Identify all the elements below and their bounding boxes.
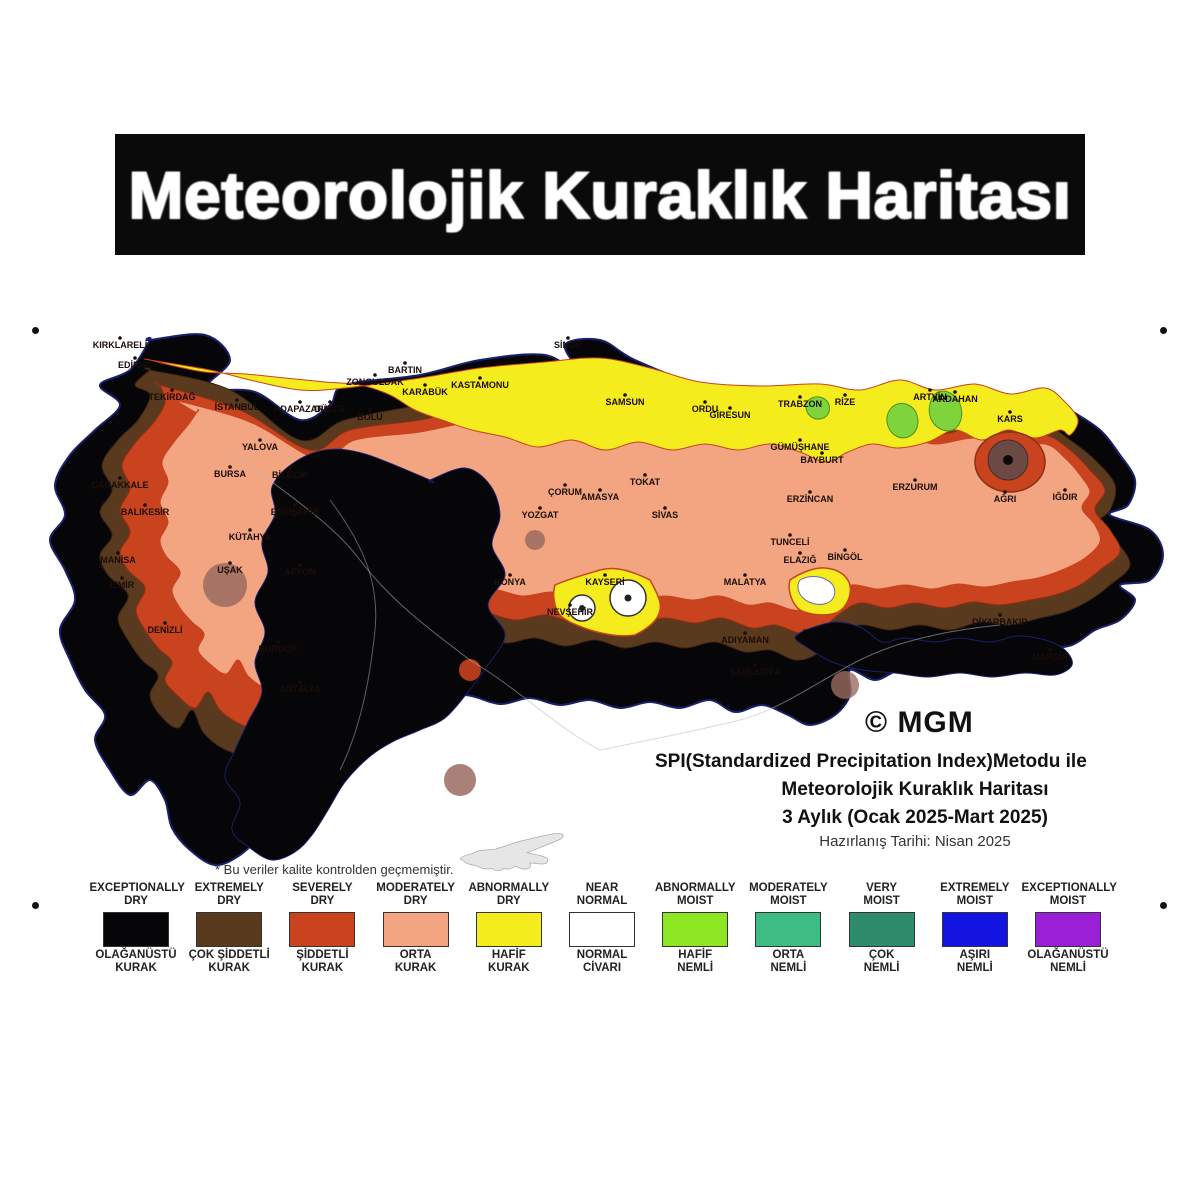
svg-text:BOLU: BOLU	[357, 412, 383, 422]
svg-text:ERZİNCAN: ERZİNCAN	[787, 494, 834, 504]
svg-text:ERZURUM: ERZURUM	[893, 482, 938, 492]
svg-text:ELAZIĞ: ELAZIĞ	[784, 554, 817, 565]
svg-text:SAMSUN: SAMSUN	[605, 397, 644, 407]
svg-text:NEVŞEHİR: NEVŞEHİR	[547, 607, 594, 617]
svg-text:ÇANAKKALE: ÇANAKKALE	[92, 480, 149, 490]
svg-text:ANTALYA: ANTALYA	[280, 684, 321, 694]
svg-text:AFYON: AFYON	[284, 567, 316, 577]
svg-text:IĞDIR: IĞDIR	[1052, 491, 1078, 502]
svg-text:TRABZON: TRABZON	[778, 399, 822, 409]
svg-text:ZONGULDAK: ZONGULDAK	[346, 377, 404, 387]
svg-text:YOZGAT: YOZGAT	[522, 510, 559, 520]
svg-text:UŞAK: UŞAK	[217, 565, 243, 575]
svg-text:BAYBURT: BAYBURT	[800, 455, 844, 465]
svg-text:BİLECİK: BİLECİK	[272, 470, 309, 480]
svg-text:KIRKLARELİ: KIRKLARELİ	[93, 340, 148, 350]
svg-text:RİZE: RİZE	[835, 397, 856, 407]
svg-text:DÜZCE: DÜZCE	[315, 404, 346, 414]
svg-text:GÜMÜŞHANE: GÜMÜŞHANE	[770, 442, 829, 452]
svg-text:BARTIN: BARTIN	[388, 365, 422, 375]
svg-text:MANİSA: MANİSA	[100, 555, 136, 565]
svg-text:MARDİN: MARDİN	[1032, 652, 1068, 662]
svg-text:KÜTAHYA: KÜTAHYA	[229, 532, 272, 542]
svg-text:İZMİR: İZMİR	[110, 580, 135, 590]
svg-text:TUNCELİ: TUNCELİ	[771, 537, 810, 547]
svg-text:BURSA: BURSA	[214, 469, 247, 479]
svg-text:İSTANBUL: İSTANBUL	[215, 402, 260, 412]
svg-text:KARABÜK: KARABÜK	[402, 387, 448, 397]
svg-text:GİRESUN: GİRESUN	[709, 410, 750, 420]
svg-text:TOKAT: TOKAT	[630, 477, 661, 487]
svg-text:AMASYA: AMASYA	[581, 492, 620, 502]
svg-text:KARS: KARS	[997, 414, 1023, 424]
svg-text:BURDUR: BURDUR	[259, 644, 298, 654]
svg-text:MALATYA: MALATYA	[724, 577, 767, 587]
svg-text:KONYA: KONYA	[494, 577, 526, 587]
svg-text:ESKİŞEHİR: ESKİŞEHİR	[271, 507, 320, 517]
svg-text:BİNGÖL: BİNGÖL	[828, 552, 864, 562]
svg-text:EDİRNE: EDİRNE	[118, 360, 152, 370]
svg-text:BALIKESİR: BALIKESİR	[121, 507, 170, 517]
svg-text:KAYSERİ: KAYSERİ	[585, 577, 624, 587]
svg-text:SİNOP: SİNOP	[554, 340, 582, 350]
svg-text:AĞRI: AĞRI	[994, 493, 1017, 504]
svg-text:ŞANLIURFA: ŞANLIURFA	[729, 667, 781, 677]
svg-text:DİYARBAKIR: DİYARBAKIR	[972, 617, 1028, 627]
svg-text:TEKİRDAĞ: TEKİRDAĞ	[149, 391, 196, 402]
svg-text:ADIYAMAN: ADIYAMAN	[721, 635, 769, 645]
svg-text:ARDAHAN: ARDAHAN	[932, 394, 978, 404]
svg-text:SİVAS: SİVAS	[652, 510, 678, 520]
svg-text:KASTAMONU: KASTAMONU	[451, 380, 509, 390]
svg-text:ÇORUM: ÇORUM	[548, 487, 582, 497]
svg-text:DENİZLİ: DENİZLİ	[148, 625, 183, 635]
svg-text:YALOVA: YALOVA	[242, 442, 279, 452]
